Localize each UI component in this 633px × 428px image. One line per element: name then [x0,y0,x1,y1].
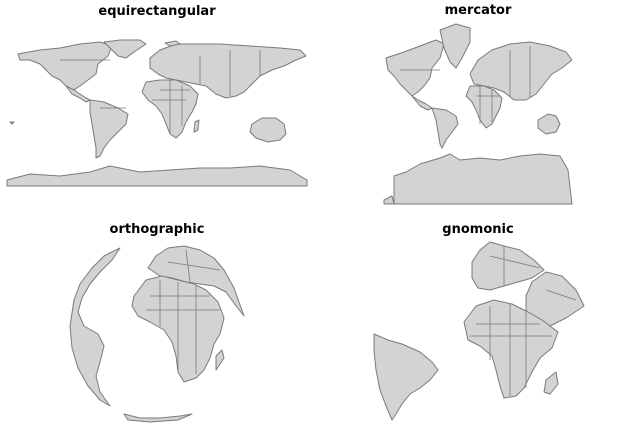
orthographic-borders [146,249,221,374]
mercator-borders [400,46,531,124]
gnomonic-land [373,241,585,421]
equirectangular-borders [60,50,261,134]
gnomonic-borders [470,246,577,396]
panel-title-orthographic: orthographic [109,222,205,237]
panel-title-gnomonic: gnomonic [442,222,514,237]
mercator-land [383,23,573,205]
panel-title-mercator: mercator [444,3,512,18]
panel-title-equirectangular: equirectangular [98,4,216,19]
